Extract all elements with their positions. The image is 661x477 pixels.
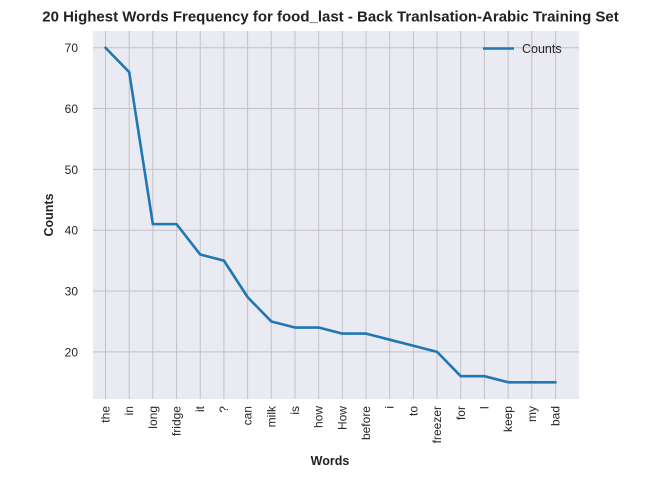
data-point-I [483, 375, 486, 378]
data-point-long [152, 223, 155, 226]
data-point-? [223, 259, 226, 262]
series-layer [104, 46, 557, 384]
y-axis-label: Counts [42, 193, 56, 236]
y-tick-label: 40 [65, 224, 79, 238]
y-tick-label: 30 [65, 285, 79, 299]
x-tick-label: freezer [430, 406, 444, 443]
y-tick-label: 70 [65, 41, 79, 55]
x-tick-label: in [122, 406, 136, 415]
data-point-the [104, 46, 107, 49]
x-tick-label: long [146, 406, 160, 429]
x-tick-label: to [406, 406, 420, 416]
x-tick-label: i [383, 406, 397, 409]
data-point-bad [554, 381, 557, 384]
x-tick-label: I [477, 406, 491, 409]
y-tick-label: 60 [65, 102, 79, 116]
x-tick-label: how [312, 406, 326, 428]
data-point-in [128, 71, 131, 74]
data-point-How [341, 332, 344, 335]
data-point-can [246, 296, 249, 299]
data-point-it [199, 253, 202, 256]
x-tick-label: keep [501, 406, 515, 432]
x-tick-label: the [99, 406, 113, 423]
x-tick-label: before [359, 406, 373, 440]
x-tick-label: ? [217, 406, 231, 413]
data-point-my [531, 381, 534, 384]
x-axis-ticks: the in long fridge it? can milk is how How before i… [99, 405, 563, 443]
data-point-how [317, 326, 320, 329]
grid-lines [93, 31, 579, 399]
y-tick-label: 50 [65, 163, 79, 177]
x-tick-label: milk [264, 405, 278, 427]
chart-title: 20 Highest Words Frequency for food_last… [42, 9, 619, 26]
data-point-keep [507, 381, 510, 384]
x-tick-label: fridge [170, 406, 184, 436]
x-tick-label: bad [549, 406, 563, 426]
data-point-milk [270, 320, 273, 323]
legend-label-counts: Counts [522, 42, 562, 56]
x-tick-label: it [193, 405, 207, 412]
x-tick-label: my [525, 406, 539, 422]
plot-area [93, 31, 579, 399]
x-axis-label: Words [311, 454, 350, 468]
data-point-freezer [436, 351, 439, 354]
data-point-is [294, 326, 297, 329]
data-point-i [388, 338, 391, 341]
data-point-fridge [175, 223, 178, 226]
data-point-before [365, 332, 368, 335]
x-tick-label: can [241, 406, 255, 425]
series-line-counts [104, 46, 557, 384]
legend: Counts [483, 42, 562, 56]
y-tick-label: 20 [65, 345, 79, 359]
x-tick-label: is [288, 406, 302, 415]
data-point-to [412, 344, 415, 347]
x-tick-label: How [335, 406, 349, 430]
data-point-for [459, 375, 462, 378]
x-tick-label: for [454, 406, 468, 420]
y-axis-ticks: 20 30 40 50 60 70 [65, 41, 79, 359]
